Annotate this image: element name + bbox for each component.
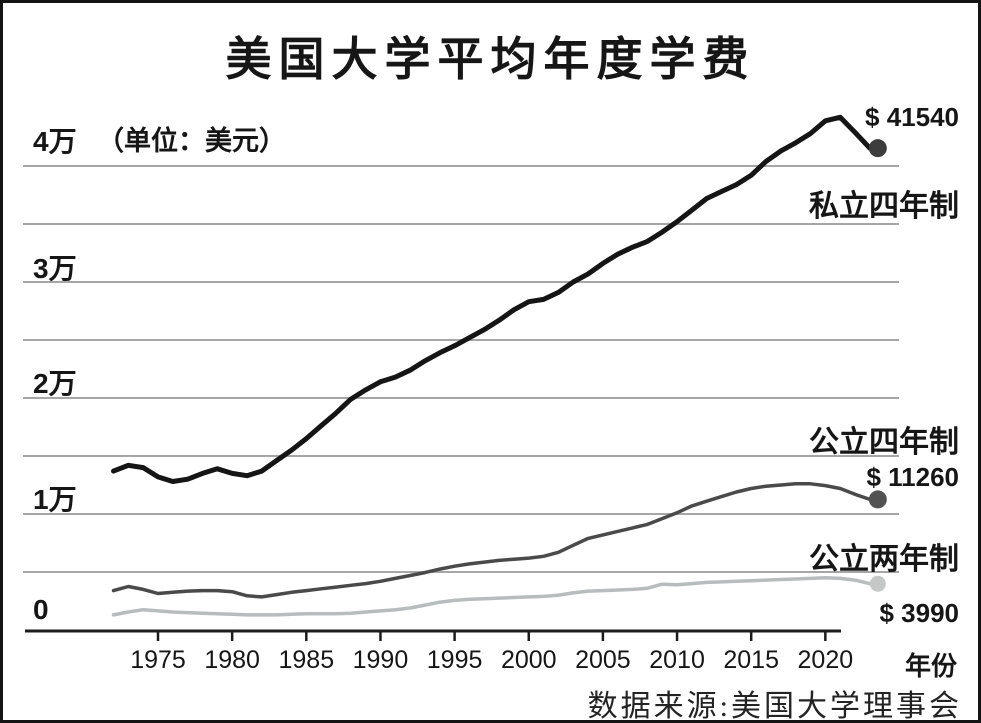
series-end-dot-0 (868, 139, 887, 158)
y-axis-label: 3万 (33, 253, 77, 284)
y-axis-unit-note: （单位：美元） (97, 126, 286, 156)
series-line-2 (111, 576, 872, 617)
y-axis-label: 4万 (33, 126, 77, 157)
x-axis-tick-label: 1995 (426, 646, 483, 674)
x-axis-tick-label: 2020 (797, 646, 854, 674)
value-label-private-four-year: $ 41540 (865, 102, 959, 132)
x-axis-tick-label: 2015 (723, 646, 779, 674)
series-label-public-two-year: 公立两年制 (809, 543, 959, 576)
series-lines (111, 114, 873, 617)
series-end-dot-1 (868, 490, 887, 509)
y-axis-label: 0 (33, 594, 49, 625)
x-axis-tick-label: 2000 (500, 646, 557, 674)
series-end-dots (868, 139, 887, 592)
y-axis-label: 2万 (33, 368, 77, 399)
series-label-public-four-year: 公立四年制 (809, 426, 959, 459)
chart-canvas (23, 114, 899, 641)
value-label-public-four-year: $ 11260 (866, 462, 959, 492)
series-end-dot-2 (869, 575, 886, 592)
y-axis-label: 1万 (33, 484, 77, 515)
series-label-private-four-year: 私立四年制 (809, 190, 959, 223)
x-axis (25, 629, 841, 641)
series-line-1 (111, 482, 872, 599)
series-line-0 (111, 114, 873, 484)
x-axis-tick-label: 1975 (130, 646, 186, 674)
page-title: 美国大学平均年度学费 (225, 33, 756, 85)
x-axis-tick-label: 1985 (278, 646, 335, 674)
x-axis-tick-label: 1980 (204, 646, 260, 674)
x-axis-tick-label: 1990 (352, 646, 409, 674)
value-label-public-two-year: $ 3990 (879, 598, 959, 628)
x-axis-title: 年份 (904, 651, 957, 681)
x-axis-tick-label: 2005 (575, 646, 631, 674)
grid-layer (23, 165, 899, 573)
x-axis-tick-label: 2010 (649, 646, 705, 674)
data-source-note: 数据来源:美国大学理事会 (587, 690, 962, 723)
